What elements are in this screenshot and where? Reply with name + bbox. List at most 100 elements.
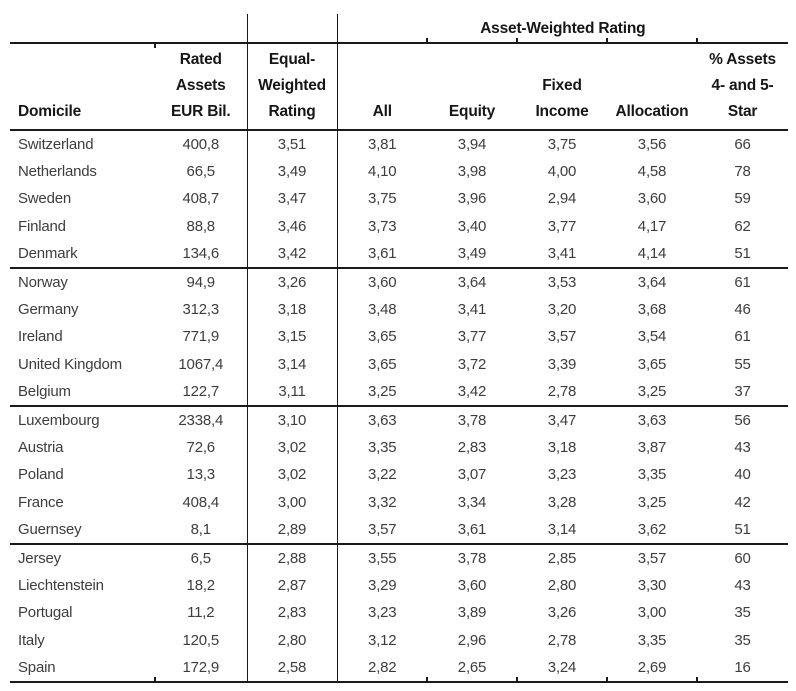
value-cell: 43 [734, 438, 751, 456]
value-cell: 3,34 [457, 494, 487, 512]
value-cell: 2,96 [457, 631, 487, 649]
value-cell: 3,35 [368, 438, 397, 456]
table-row: Finland 88,8 3,46 3,73 3,40 3,77 4,17 62 [10, 212, 788, 241]
table-row: Italy 120,5 2,80 3,12 2,96 2,78 3,35 35 [10, 626, 788, 655]
header-line: Star [727, 103, 758, 120]
domicile-cell: Spain [10, 654, 155, 683]
value-cell: 3,96 [457, 190, 487, 208]
value-cell: 8,1 [155, 516, 248, 545]
value-cell: 3,55 [368, 549, 397, 567]
value-cell: 3,65 [368, 356, 397, 374]
value-cell: 3,41 [457, 300, 487, 318]
column-header-row: Domicile Rated Assets EUR Bil. Equal- We… [10, 43, 789, 131]
value-cell: 3,49 [427, 240, 517, 269]
table-row: Luxembourg 2338,4 3,10 3,63 3,78 3,47 3,63 56 [10, 405, 788, 434]
domicile-cell: Norway [18, 273, 68, 291]
value-cell: 2,87 [247, 571, 338, 600]
value-cell: 3,62 [607, 516, 697, 545]
value-cell: 3,57 [637, 549, 667, 567]
value-cell: 4,58 [637, 162, 667, 180]
header-line: Assets [175, 77, 226, 94]
column-tick [696, 38, 698, 43]
column-tick [516, 677, 518, 682]
spanner-row: Asset-Weighted Rating [10, 14, 789, 44]
value-cell: 3,60 [457, 576, 487, 594]
value-cell: 62 [734, 218, 751, 236]
value-cell: 3,25 [337, 378, 427, 407]
value-cell: 61 [734, 328, 751, 346]
value-cell: 408,7 [155, 185, 248, 213]
domicile-cell: Portugal [18, 604, 73, 622]
value-cell: 2,83 [247, 599, 338, 627]
domicile-cell: Germany [18, 300, 79, 318]
value-cell: 3,57 [547, 328, 577, 346]
value-cell: 2,82 [337, 654, 427, 683]
value-cell: 3,39 [547, 356, 577, 374]
value-cell: 78 [734, 162, 751, 180]
value-cell: 2,85 [547, 549, 577, 567]
table-row: Sweden 408,7 3,47 3,75 3,96 2,94 3,60 59 [10, 185, 788, 213]
value-cell: 3,63 [637, 411, 667, 429]
value-cell: 3,78 [457, 411, 487, 429]
value-cell: 11,2 [155, 599, 248, 627]
domicile-cell: United Kingdom [18, 356, 122, 374]
value-cell: 2338,4 [155, 405, 248, 434]
value-cell: 3,29 [368, 576, 397, 594]
domicile-cell: Liechtenstein [18, 576, 104, 594]
value-cell: 18,2 [155, 571, 248, 600]
value-cell: 3,65 [637, 356, 667, 374]
value-cell: 3,89 [457, 604, 487, 622]
value-cell: 16 [697, 654, 789, 683]
col-header-allocation: Allocation [607, 43, 697, 131]
value-cell: 3,51 [247, 130, 338, 158]
asset-weighted-rating-spanner: Asset-Weighted Rating [337, 14, 789, 44]
value-cell: 2,88 [247, 543, 338, 572]
value-cell: 3,68 [637, 300, 667, 318]
value-cell: 3,42 [247, 240, 338, 269]
col-header-equal-weighted: Equal- Weighted Rating [247, 43, 338, 131]
table-row: Germany 312,3 3,18 3,48 3,41 3,20 3,68 46 [10, 295, 788, 324]
header-line: Income [535, 103, 589, 120]
table-row: Denmark 134,6 3,42 3,61 3,49 3,41 4,14 51 [10, 240, 789, 269]
value-cell: 61 [734, 273, 751, 291]
table-row: Switzerland 400,8 3,51 3,81 3,94 3,75 3,56 66 [10, 130, 788, 158]
value-cell: 1067,4 [155, 350, 248, 379]
column-tick [154, 43, 156, 48]
value-cell: 3,98 [457, 162, 487, 180]
value-cell: 2,58 [247, 654, 338, 683]
value-cell: 172,9 [155, 654, 248, 683]
value-cell: 3,81 [368, 135, 397, 153]
value-cell: 3,25 [607, 378, 697, 407]
domicile-cell: Switzerland [18, 135, 94, 153]
header-line: Rating [268, 103, 316, 120]
value-cell: 2,83 [457, 438, 487, 456]
table-row: Jersey 6,5 2,88 3,55 3,78 2,85 3,57 60 [10, 543, 788, 572]
value-cell: 2,80 [247, 626, 338, 655]
column-tick [516, 38, 518, 43]
value-cell: 3,77 [547, 218, 577, 236]
table-row: Portugal 11,2 2,83 3,23 3,89 3,26 3,00 35 [10, 599, 788, 627]
table-row: Guernsey 8,1 2,89 3,57 3,61 3,14 3,62 51 [10, 516, 789, 545]
value-cell: 2,65 [427, 654, 517, 683]
value-cell: 66,5 [155, 157, 248, 186]
table-row: Spain 172,9 2,58 2,82 2,65 3,24 2,69 16 [10, 654, 789, 683]
col-header-pct-assets-4-5-star: % Assets 4- and 5- Star [697, 43, 789, 131]
value-cell: 3,35 [637, 466, 667, 484]
value-cell: 3,40 [457, 218, 487, 236]
value-cell: 3,56 [637, 135, 667, 153]
column-tick [426, 38, 428, 43]
value-cell: 3,53 [547, 273, 577, 291]
value-cell: 3,61 [337, 240, 427, 269]
value-cell: 3,20 [547, 300, 577, 318]
domicile-ratings-table: Asset-Weighted Rating Domicile Rated Ass… [10, 14, 789, 683]
value-cell: 3,02 [247, 461, 338, 489]
value-cell: 51 [697, 240, 789, 269]
value-cell: 3,46 [247, 212, 338, 241]
value-cell: 3,32 [368, 494, 397, 512]
table-row: Ireland 771,9 3,15 3,65 3,77 3,57 3,54 61 [10, 323, 788, 351]
table-row: Austria 72,6 3,02 3,35 2,83 3,18 3,87 43 [10, 433, 788, 462]
header-line: Fixed [542, 77, 582, 94]
value-cell: 3,00 [247, 488, 338, 517]
domicile-cell: Finland [18, 218, 66, 236]
